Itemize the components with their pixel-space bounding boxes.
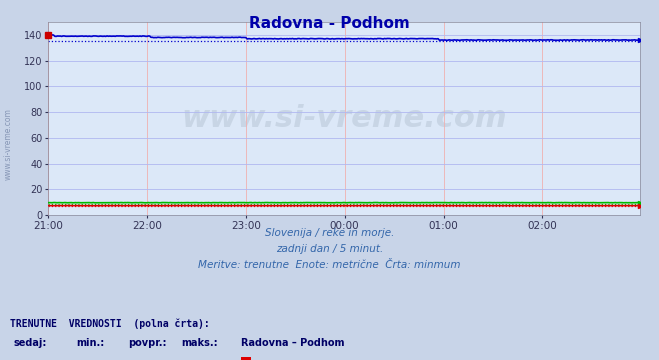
Text: sedaj:: sedaj: <box>13 338 47 348</box>
Text: Slovenija / reke in morje.: Slovenija / reke in morje. <box>265 229 394 238</box>
Text: TRENUTNE  VREDNOSTI  (polna črta):: TRENUTNE VREDNOSTI (polna črta): <box>10 319 210 329</box>
Text: www.si-vreme.com: www.si-vreme.com <box>181 104 507 133</box>
Text: zadnji dan / 5 minut.: zadnji dan / 5 minut. <box>276 244 383 254</box>
Text: Radovna – Podhom: Radovna – Podhom <box>241 338 344 348</box>
Text: min.:: min.: <box>76 338 104 348</box>
Text: povpr.:: povpr.: <box>129 338 167 348</box>
Text: maks.:: maks.: <box>181 338 218 348</box>
Text: Meritve: trenutne  Enote: metrične  Črta: minmum: Meritve: trenutne Enote: metrične Črta: … <box>198 260 461 270</box>
Text: Radovna - Podhom: Radovna - Podhom <box>249 16 410 31</box>
Text: www.si-vreme.com: www.si-vreme.com <box>3 108 13 180</box>
